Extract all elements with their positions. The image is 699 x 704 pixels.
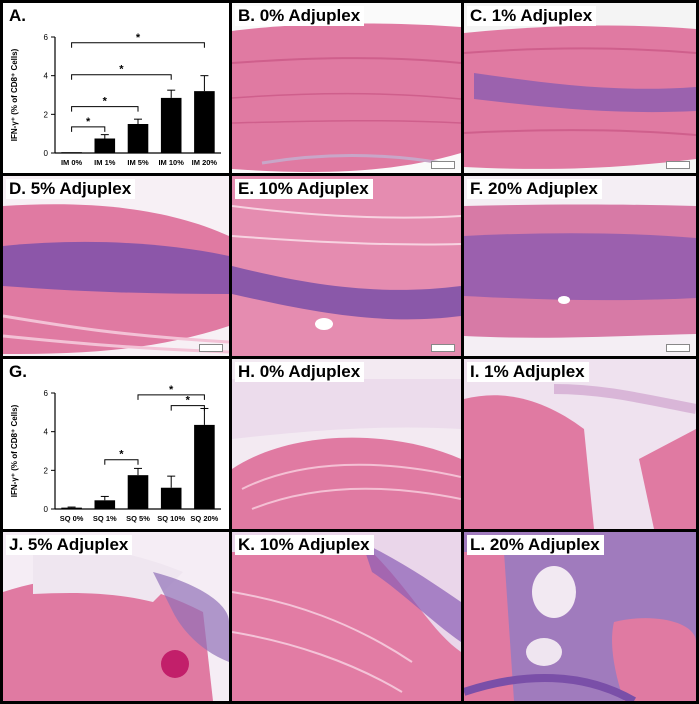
panel-d: D. 5% Adjuplex [3,176,229,356]
significance-bracket [71,74,172,80]
panel-g-label: G. [6,362,31,382]
x-tick-label: SQ 5% [126,514,150,523]
histology-image-h [232,359,461,529]
x-tick-label: IM 5% [127,158,149,167]
panel-b: B. 0% Adjuplex [232,3,461,173]
significance-bracket [71,42,205,48]
x-tick-label: IM 0% [61,158,83,167]
x-tick-label: SQ 10% [157,514,185,523]
panel-h-label: H. 0% Adjuplex [235,362,365,382]
significance-bracket [170,405,205,411]
y-axis-label: IFN-γ⁺ (% of CD8⁺ Cells) [10,48,19,141]
panel-g: 0 2 4 6 IFN-γ⁺ (% of CD8⁺ Cells) SQ 0% SQ 1% SQ… [3,359,229,529]
significance-star: * [186,395,191,407]
significance-star: * [136,32,141,44]
scale-bar [666,161,690,169]
significance-bracket [71,126,106,132]
bar [61,152,82,153]
significance-bracket [104,459,139,465]
panel-k-label: K. 10% Adjuplex [235,535,374,555]
x-tick-label: IM 20% [192,158,218,167]
significance-star: * [119,64,124,76]
significance-star: * [86,116,91,128]
significance-star: * [119,449,124,461]
panel-b-label: B. 0% Adjuplex [235,6,365,26]
histology-image-b [232,3,461,173]
bar [160,487,182,509]
panel-a-label: A. [6,6,30,26]
bar [194,424,215,509]
panel-d-label: D. 5% Adjuplex [6,179,136,199]
scale-bar [199,344,223,352]
y-tick-label: 2 [44,466,49,475]
panel-i-label: I. 1% Adjuplex [467,362,589,382]
y-tick-label: 4 [44,428,49,437]
panel-i: I. 1% Adjuplex [464,359,696,529]
x-tick-label: SQ 20% [190,514,218,523]
histology-image-l [464,532,696,701]
y-tick-label: 4 [44,72,49,81]
histology-image-c [464,3,696,173]
bar [94,500,116,509]
panel-k: K. 10% Adjuplex [232,532,461,701]
scale-bar [431,344,455,352]
y-tick-label: 0 [44,149,49,158]
significance-star: * [169,384,174,396]
panel-l: L. 20% Adjuplex [464,532,696,701]
histology-image-i [464,359,696,529]
significance-bracket [137,394,205,400]
bar [194,91,215,153]
panel-j-label: J. 5% Adjuplex [6,535,133,555]
y-axis-label: IFN-γ⁺ (% of CD8⁺ Cells) [10,404,19,497]
histology-image-d [3,176,229,356]
panel-j: J. 5% Adjuplex [3,532,229,701]
panel-f: F. 20% Adjuplex [464,176,696,356]
bar [160,97,182,153]
bar [127,124,149,153]
bar [61,507,82,509]
panel-c: C. 1% Adjuplex [464,3,696,173]
panel-l-label: L. 20% Adjuplex [467,535,604,555]
scale-bar [666,344,690,352]
histology-image-k [232,532,461,701]
panel-h: H. 0% Adjuplex [232,359,461,529]
x-tick-label: IM 10% [158,158,184,167]
panel-e: E. 10% Adjuplex [232,176,461,356]
significance-star: * [103,96,108,108]
chart-g: 0 2 4 6 IFN-γ⁺ (% of CD8⁺ Cells) SQ 0% SQ 1% SQ… [10,384,221,523]
x-tick-label: IM 1% [94,158,116,167]
panel-c-label: C. 1% Adjuplex [467,6,597,26]
panel-e-label: E. 10% Adjuplex [235,179,373,199]
bar [127,475,149,509]
panel-a: 0 2 4 6 IFN-γ⁺ (% of CD8⁺ Cells) IM 0% IM 1% IM… [3,3,229,173]
x-tick-label: SQ 1% [93,514,117,523]
y-tick-label: 0 [44,505,49,514]
x-tick-label: SQ 0% [60,514,84,523]
panel-f-label: F. 20% Adjuplex [467,179,602,199]
y-tick-label: 6 [44,33,49,42]
chart-a: 0 2 4 6 IFN-γ⁺ (% of CD8⁺ Cells) IM 0% IM 1% IM… [10,32,221,167]
scale-bar [431,161,455,169]
bar [94,138,116,153]
y-tick-label: 2 [44,110,49,119]
histology-image-e [232,176,461,356]
significance-bracket [71,106,139,112]
histology-image-f [464,176,696,356]
histology-image-j [3,532,229,701]
y-tick-label: 6 [44,389,49,398]
